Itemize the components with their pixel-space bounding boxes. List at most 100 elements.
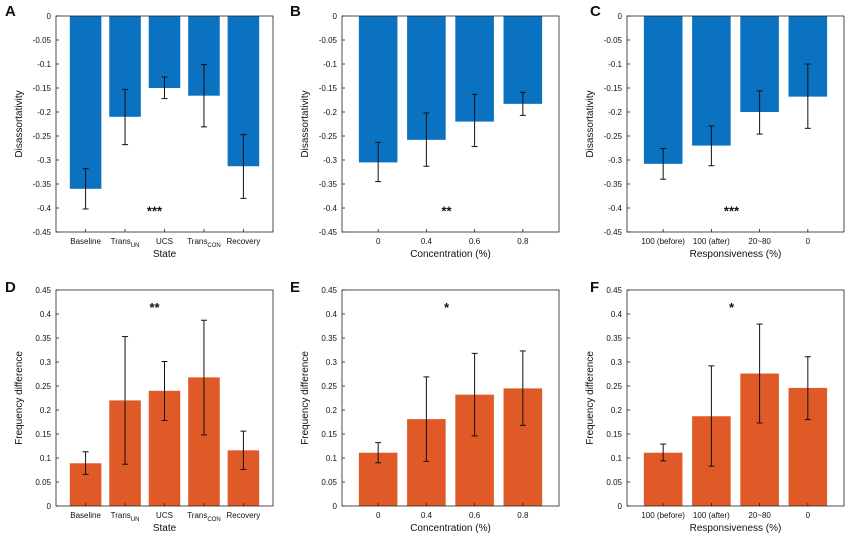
error-bar-4 — [240, 134, 247, 199]
error-bar-2 — [161, 76, 168, 100]
x-tick-label: UCS — [156, 511, 173, 520]
x-tick-label-sub: UN — [131, 243, 140, 249]
x-tick-label-main: 0 — [376, 511, 381, 520]
x-tick-label-main: Trans — [187, 237, 207, 246]
y-tick-label: -0.35 — [604, 180, 623, 189]
x-tick-label-main: 0.4 — [421, 237, 433, 246]
x-tick-label: TransUN — [111, 237, 140, 249]
x-tick-label: 100 (after) — [693, 511, 730, 520]
bar-0 — [643, 452, 683, 506]
y-tick-label: 0.25 — [321, 382, 337, 391]
x-tick-label: 0.8 — [517, 511, 529, 520]
y-tick-label: 0.05 — [35, 478, 51, 487]
x-tick-label-main: UCS — [156, 237, 173, 246]
y-tick-label: 0.05 — [606, 478, 622, 487]
panel-c: C 0 -0.05 -0.1 -0.15 -0.2 -0.25 -0.3 -0.35 -0.4 -0… — [585, 3, 845, 260]
y-tick-label: 0 — [333, 502, 338, 511]
y-tick-label: 0.25 — [35, 382, 51, 391]
y-tick-label: 0.45 — [606, 286, 622, 295]
y-tick-label: 0.4 — [326, 310, 338, 319]
x-axis-label: State — [153, 523, 177, 534]
x-tick-label: 0 — [376, 511, 381, 520]
x-tick-label-main: 0 — [376, 237, 381, 246]
bar-0 — [643, 16, 683, 164]
significance-annotation: * — [444, 300, 450, 315]
y-tick-label: 0 — [47, 12, 52, 21]
x-tick-label: 0 — [806, 511, 811, 520]
y-tick-label: 0.2 — [40, 406, 52, 415]
y-tick-label: -0.45 — [319, 228, 338, 237]
y-tick-label: -0.1 — [323, 60, 337, 69]
y-tick-label: -0.4 — [323, 204, 337, 213]
x-tick-label-main: 0.6 — [469, 511, 481, 520]
x-tick-label: 100 (before) — [641, 237, 685, 246]
x-tick-label: UCS — [156, 237, 173, 246]
y-tick-label: 0.1 — [326, 454, 338, 463]
x-tick-label-main: Recovery — [227, 511, 261, 520]
y-tick-label: -0.05 — [319, 36, 338, 45]
y-tick-label: 0.3 — [326, 358, 338, 367]
x-tick-label: TransCON — [187, 511, 221, 523]
x-tick-label-main: Baseline — [70, 237, 101, 246]
y-tick-label: 0.45 — [321, 286, 337, 295]
y-tick-label: 0.35 — [606, 334, 622, 343]
error-bar-0 — [82, 168, 89, 210]
panel-label: E — [290, 279, 300, 296]
panel-label: C — [590, 3, 601, 20]
x-tick-label-main: 0.4 — [421, 511, 433, 520]
error-bar-3 — [519, 350, 526, 426]
y-tick-label: 0.45 — [35, 286, 51, 295]
y-tick-label: -0.45 — [33, 228, 52, 237]
x-tick-label: 0.8 — [517, 237, 529, 246]
y-tick-label: 0.25 — [606, 382, 622, 391]
y-tick-label: 0.15 — [606, 430, 622, 439]
x-tick-label: 20~80 — [748, 511, 771, 520]
error-bar-0 — [375, 442, 382, 464]
x-tick-label: Recovery — [227, 237, 261, 246]
x-tick-label: Baseline — [70, 511, 101, 520]
y-tick-label: -0.3 — [608, 156, 622, 165]
bar-2 — [148, 16, 181, 88]
x-tick-label: Recovery — [227, 511, 261, 520]
y-tick-label: 0 — [47, 502, 52, 511]
bar-3 — [503, 16, 543, 104]
y-tick-label: 0.15 — [321, 430, 337, 439]
x-tick-label-main: 100 (after) — [693, 511, 730, 520]
y-tick-label: 0.1 — [611, 454, 623, 463]
y-axis-label: Disassortativity — [585, 90, 596, 157]
y-tick-label: 0 — [618, 12, 623, 21]
y-tick-label: 0.4 — [611, 310, 623, 319]
error-bar-1 — [423, 112, 430, 167]
x-axis-label: Concentration (%) — [410, 249, 491, 260]
y-tick-label: 0.2 — [326, 406, 338, 415]
y-tick-label: -0.4 — [608, 204, 622, 213]
x-tick-label: TransCON — [187, 237, 221, 249]
y-tick-label: -0.05 — [604, 36, 623, 45]
y-tick-label: 0.35 — [35, 334, 51, 343]
panel-label: B — [290, 3, 301, 20]
x-tick-label: 0 — [806, 237, 811, 246]
error-bar-1 — [122, 88, 129, 146]
error-bar-1 — [423, 376, 430, 462]
x-tick-label-main: 0 — [806, 511, 811, 520]
y-axis-label: Frequency difference — [585, 351, 596, 445]
y-tick-label: 0 — [618, 502, 623, 511]
y-tick-label: -0.25 — [33, 132, 52, 141]
x-tick-label-main: UCS — [156, 511, 173, 520]
x-tick-label: 100 (before) — [641, 511, 685, 520]
x-tick-label: 20~80 — [748, 237, 771, 246]
y-tick-label: -0.3 — [37, 156, 51, 165]
x-tick-label-main: 100 (before) — [641, 511, 685, 520]
error-bar-3 — [804, 356, 811, 421]
y-tick-label: 0.15 — [35, 430, 51, 439]
x-axis-label: State — [153, 249, 177, 260]
y-tick-label: -0.15 — [319, 84, 338, 93]
y-tick-label: -0.05 — [33, 36, 52, 45]
x-tick-label: 0.6 — [469, 511, 481, 520]
error-bar-2 — [471, 93, 478, 148]
y-tick-label: 0.1 — [40, 454, 52, 463]
panel-label: A — [5, 3, 16, 20]
x-tick-label-sub: CON — [207, 517, 220, 523]
significance-annotation: *** — [147, 203, 163, 218]
y-tick-label: -0.35 — [33, 180, 52, 189]
